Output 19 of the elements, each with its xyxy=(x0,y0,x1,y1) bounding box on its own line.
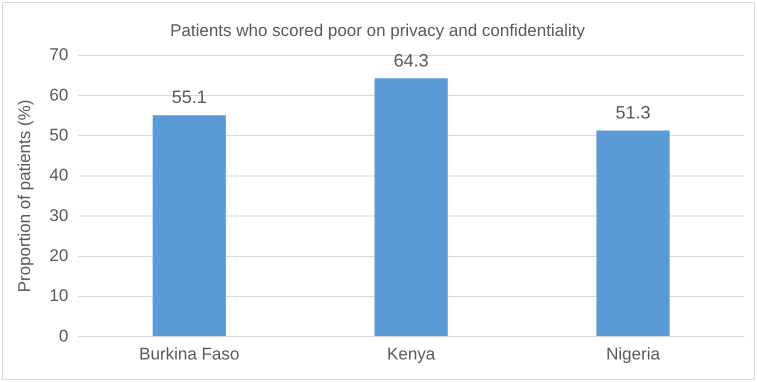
y-tick-label: 60 xyxy=(49,85,68,104)
y-tick-label: 0 xyxy=(58,326,68,346)
x-tick-label: Nigeria xyxy=(606,344,661,364)
bar xyxy=(152,115,226,336)
bar xyxy=(596,130,670,336)
y-tick-label: 70 xyxy=(49,45,68,64)
data-label: 51.3 xyxy=(616,102,651,122)
data-label: 55.1 xyxy=(172,87,207,108)
x-tick-label: Burkina Faso xyxy=(139,344,240,364)
bar xyxy=(374,78,448,336)
y-axis-title: Proportion of patients (%) xyxy=(14,100,34,292)
y-tick-label: 30 xyxy=(49,206,68,225)
x-tick-label: Kenya xyxy=(387,344,436,364)
y-tick-label: 40 xyxy=(49,166,68,185)
chart-title: Patients who scored poor on privacy and confidentiality xyxy=(170,20,586,40)
data-label: 64.3 xyxy=(394,50,429,70)
y-tick-label: 20 xyxy=(49,246,68,265)
y-tick-label: 10 xyxy=(49,286,68,306)
y-tick-label: 50 xyxy=(49,125,68,144)
